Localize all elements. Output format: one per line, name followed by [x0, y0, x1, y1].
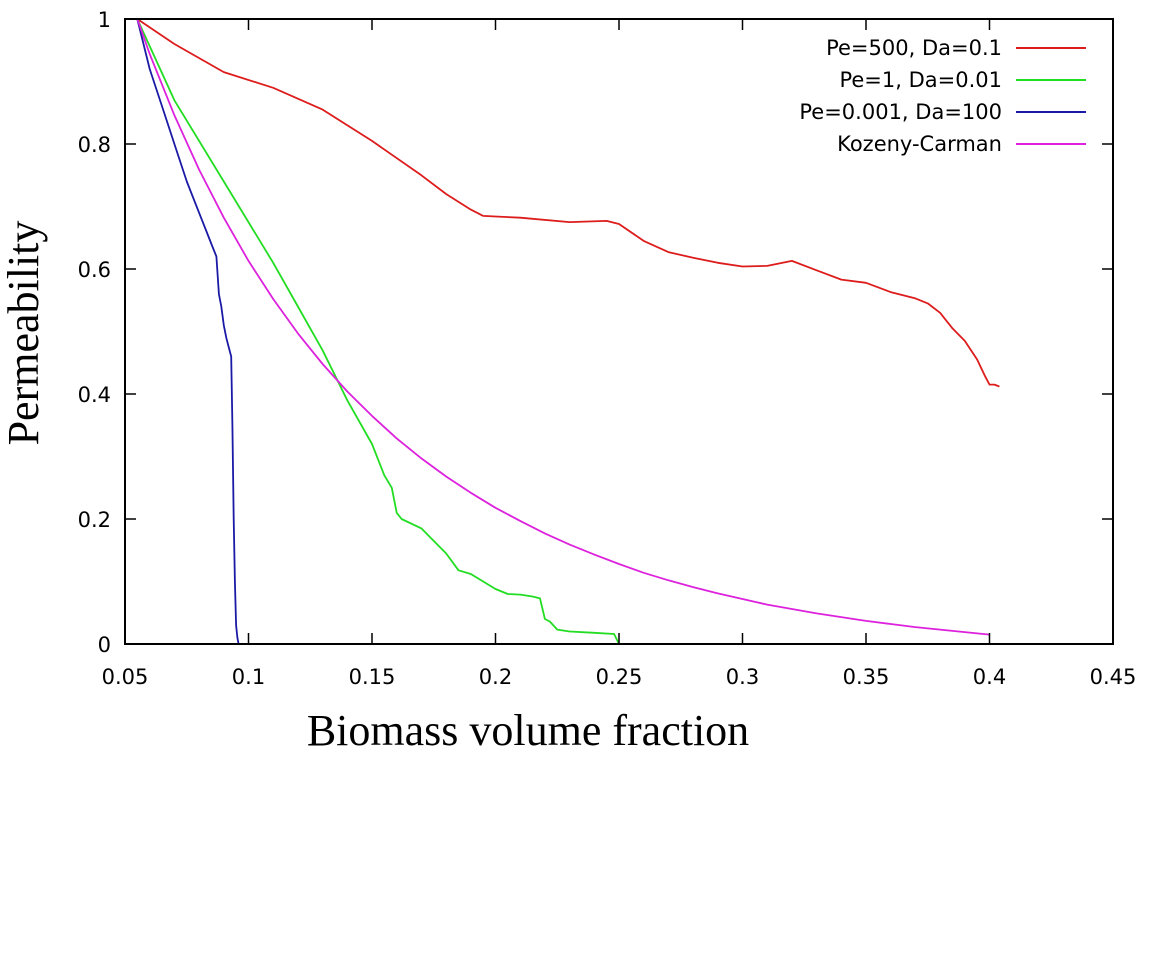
x-axis-title: Biomass volume fraction — [307, 706, 749, 755]
legend-label-4: Kozeny-Carman — [837, 132, 1002, 156]
x-tick-label: 0.2 — [479, 665, 512, 689]
x-tick-label: 0.45 — [1090, 665, 1137, 689]
y-tick-label: 0.2 — [78, 508, 111, 532]
y-tick-label: 1 — [98, 8, 111, 32]
x-tick-label: 0.05 — [102, 665, 149, 689]
y-axis-title: Permeability — [0, 221, 48, 446]
series-line-1 — [136, 18, 1000, 388]
series-line-3 — [136, 18, 240, 645]
y-tick-label: 0.8 — [78, 133, 111, 157]
legend-label-2: Pe=1, Da=0.01 — [839, 68, 1002, 92]
y-tick-label: 0.6 — [78, 258, 111, 282]
y-tick-label: 0.4 — [78, 383, 111, 407]
series-layer — [136, 18, 1000, 645]
x-tick-label: 0.1 — [232, 665, 265, 689]
x-tick-label: 0.15 — [349, 665, 396, 689]
legend-label-1: Pe=500, Da=0.1 — [826, 36, 1002, 60]
x-tick-label: 0.35 — [843, 665, 890, 689]
x-tick-label: 0.25 — [596, 665, 643, 689]
series-line-4 — [136, 18, 990, 636]
legend-label-3: Pe=0.001, Da=100 — [799, 100, 1002, 124]
ticks-layer: 0.05 0.1 0.15 0.2 0.25 0.3 0.35 0.4 0.45 0 0.2 0.4 0… — [78, 8, 1137, 689]
legend: Pe=500, Da=0.1 Pe=1, Da=0.01 Pe=0.001, Da=… — [799, 36, 1086, 156]
y-tick-label: 0 — [98, 633, 111, 657]
series-line-2 — [136, 18, 620, 645]
x-tick-label: 0.3 — [726, 665, 759, 689]
x-tick-label: 0.4 — [973, 665, 1006, 689]
